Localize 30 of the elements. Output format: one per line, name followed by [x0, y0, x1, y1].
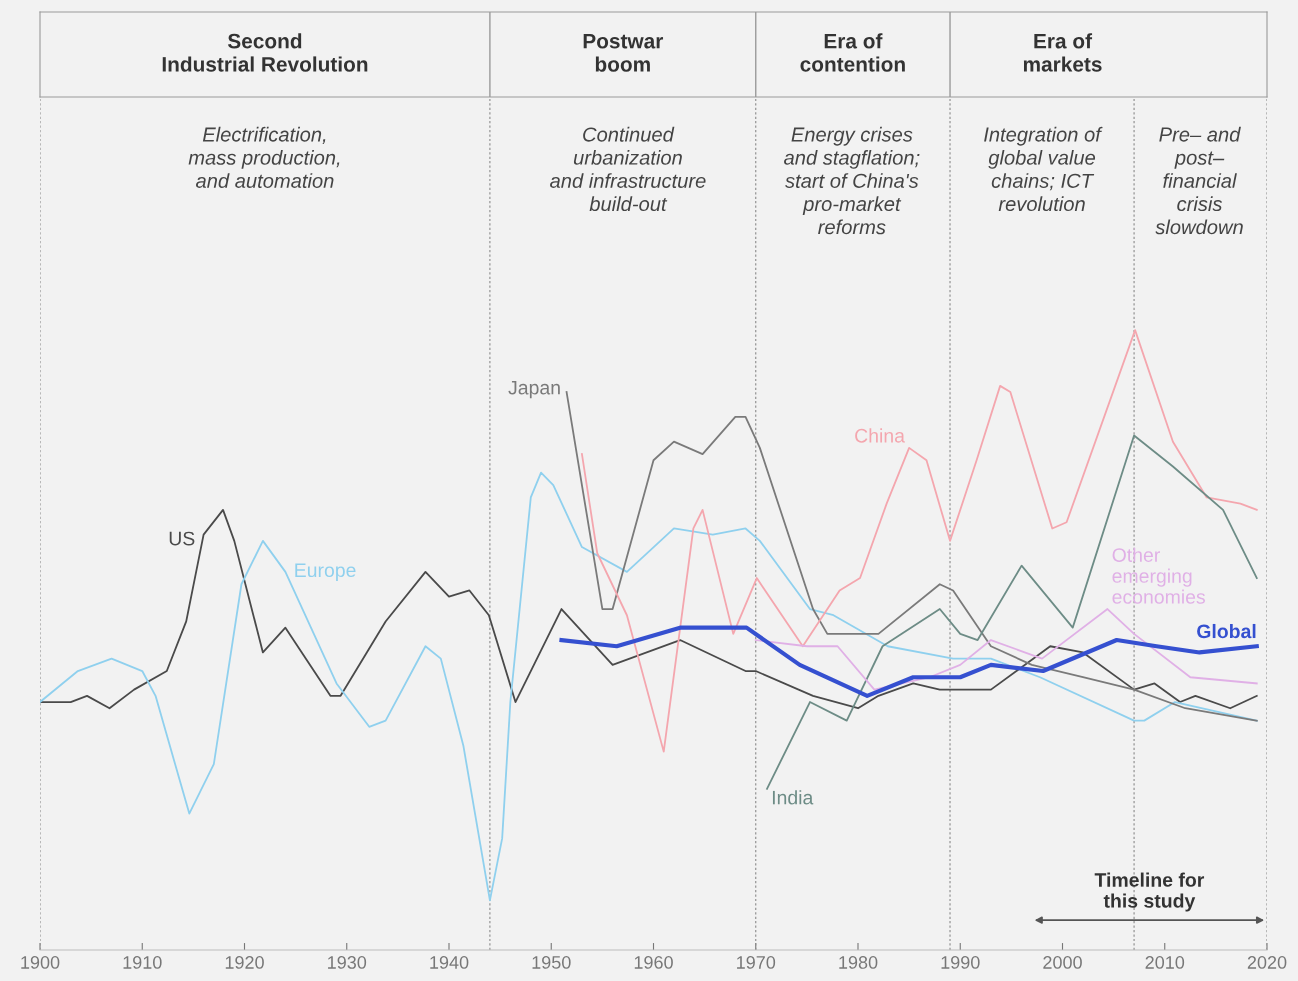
text: Era of contention [800, 33, 905, 72]
x-tick-label: 2020 [1247, 956, 1287, 969]
text: Integration of global value chains; ICT revolution [984, 126, 1103, 212]
series-label: US [169, 531, 195, 546]
text: Second Industrial Revolution [162, 33, 368, 72]
series-label: India [772, 790, 814, 805]
series-label: Other emerging economies [1112, 547, 1205, 604]
text: Era of markets [1023, 33, 1102, 72]
x-tick-label: 1940 [430, 956, 469, 969]
text: Postwar boom [583, 33, 664, 72]
x-tick-label: 1970 [737, 956, 776, 969]
x-tick-label: 1900 [21, 956, 60, 969]
text: Pre– and post– financial crisis slowdown [1155, 126, 1243, 235]
x-tick-label: 1980 [839, 956, 878, 969]
x-tick-label: 1950 [532, 956, 571, 969]
text: Energy crises and stagflation; start of China's pro-market reforms [784, 126, 920, 235]
x-tick-label: 1910 [123, 956, 162, 969]
x-tick-label: 1990 [941, 956, 980, 969]
x-tick-label: 2010 [1145, 956, 1185, 969]
series-label: Japan [508, 380, 560, 399]
series-label: Europe [295, 563, 356, 581]
annotation: Timeline for this study [1094, 872, 1205, 912]
text: Electrification, mass production, and automation [188, 126, 340, 188]
x-tick-label: 1920 [225, 956, 264, 969]
series-label: China [855, 428, 905, 443]
series-label: Global [1197, 623, 1256, 639]
x-tick-label: 1930 [328, 956, 367, 969]
text: Continued urbanization and infrastructure build-out [550, 126, 706, 212]
x-tick-label: 2000 [1043, 956, 1082, 969]
x-tick-label: 1960 [634, 956, 673, 969]
